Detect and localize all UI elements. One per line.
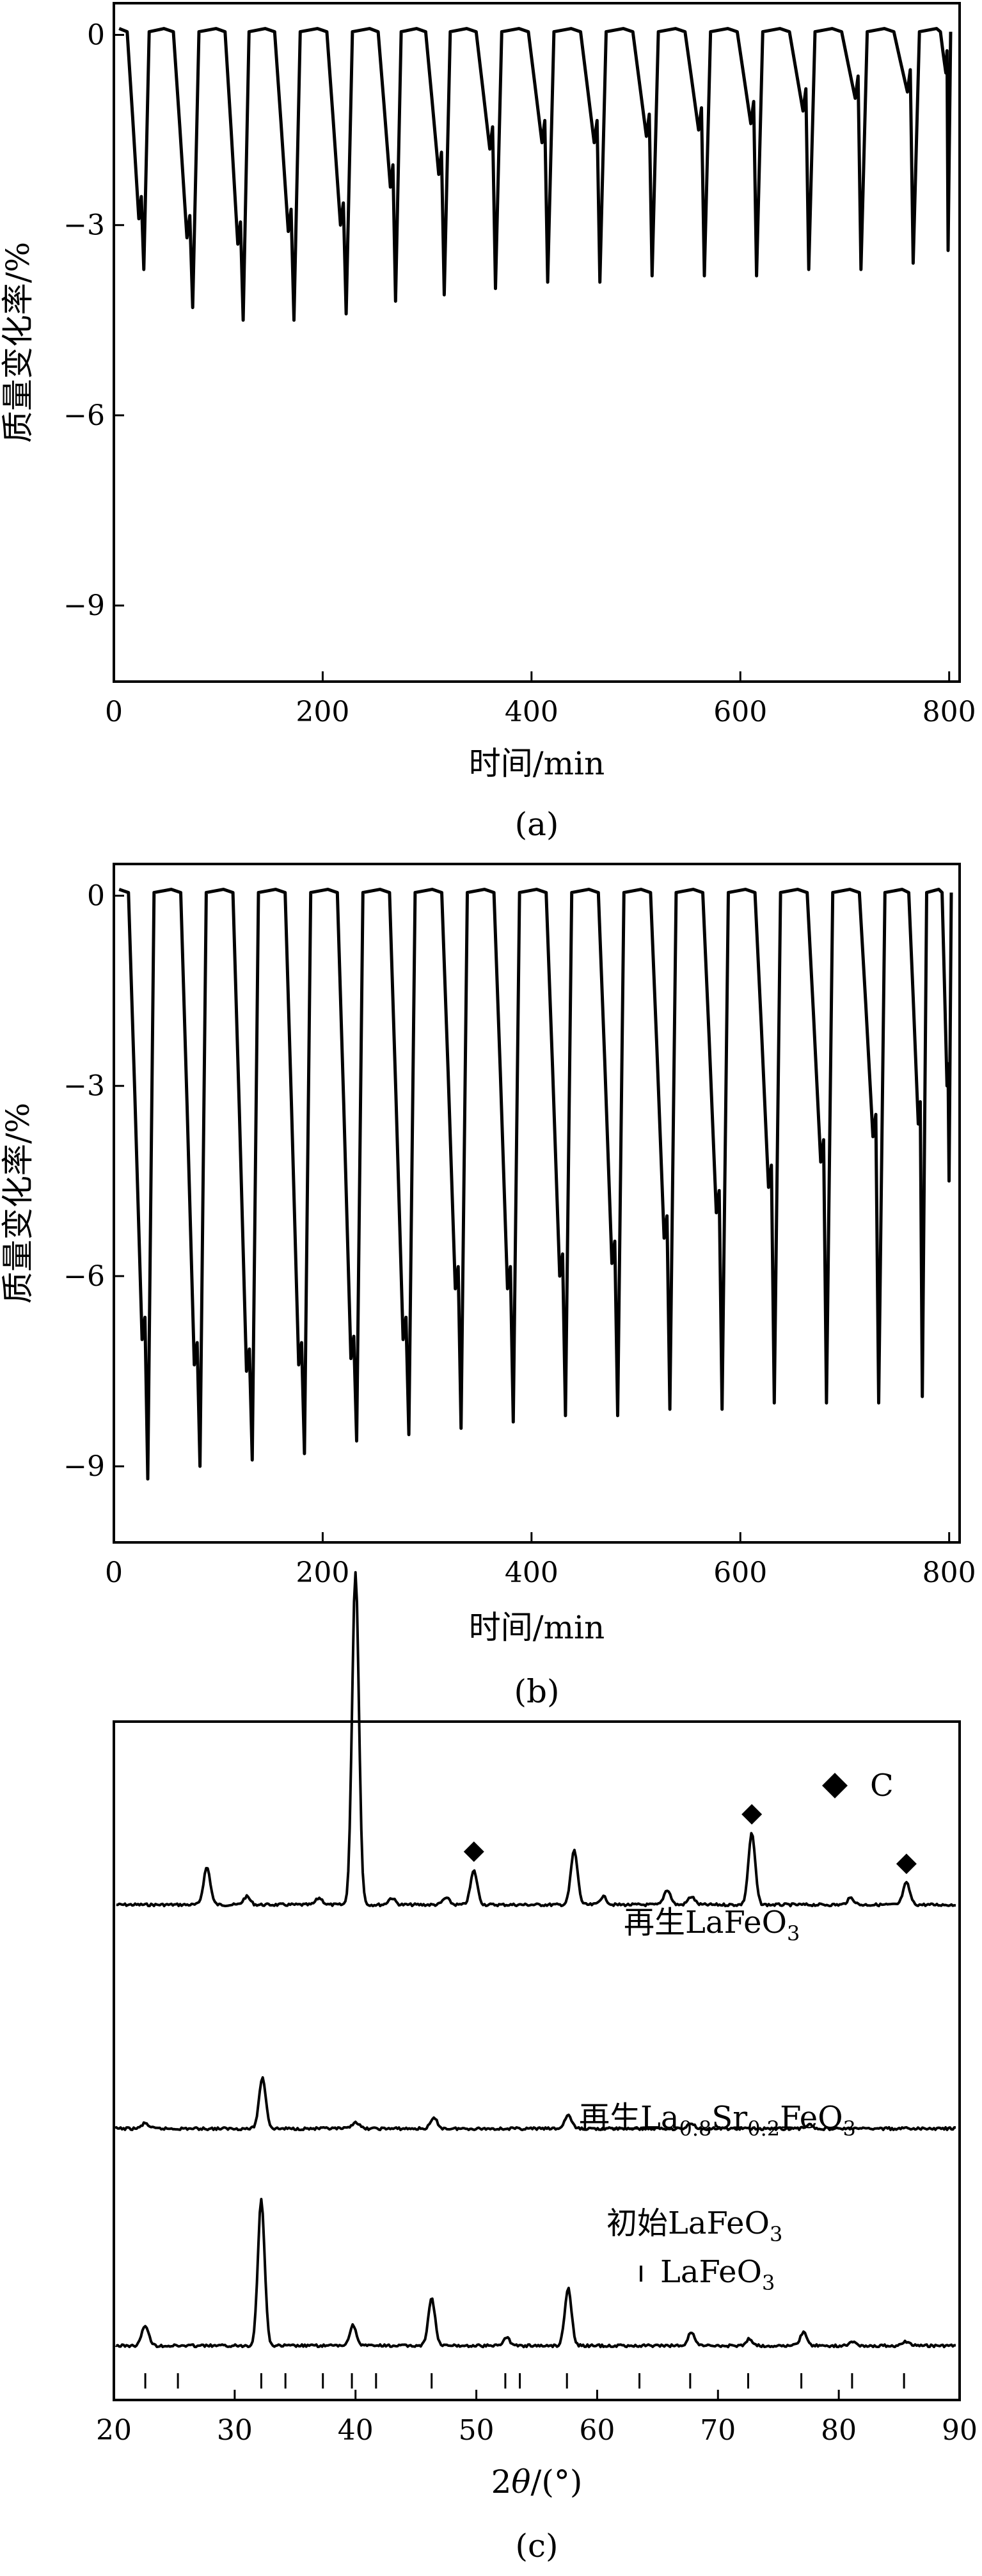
series-label-regen-lafeo3: 再生LaFeO3: [624, 1905, 800, 1946]
x-tick-label: 20: [96, 2414, 132, 2447]
panel-c-xlabel: 2θ/(°): [491, 2463, 583, 2500]
legend-label-lafeo3: LaFeO3: [660, 2254, 775, 2295]
x-tick-label: 200: [296, 1556, 349, 1589]
panel-b-ylabel: 质量变化率/%: [0, 1103, 36, 1304]
x-tick-label: 200: [296, 696, 349, 728]
x-tick-label: 0: [105, 1556, 123, 1589]
panel-b-mass-curve: [118, 888, 953, 1481]
panel-b-xlabel: 时间/min: [469, 1609, 605, 1646]
x-tick-label: 400: [505, 696, 558, 728]
xrd-pattern-1: [115, 2076, 956, 2131]
x-tick-label: 70: [700, 2414, 736, 2447]
x-tick-label: 90: [942, 2414, 978, 2447]
panel-a-ylabel: 质量变化率/%: [0, 242, 36, 443]
y-tick-label: 0: [87, 19, 105, 52]
y-tick-label: −6: [63, 1260, 105, 1293]
y-tick-label: −6: [63, 399, 105, 432]
panel-b: 0 200 400 600 800 0 −3 −6 −9 时间/min 质量变化率/% (b): [0, 863, 976, 1710]
panel-a-caption: (a): [515, 806, 559, 843]
panel-b-ticks: [113, 895, 951, 1542]
y-tick-label: −9: [63, 1450, 105, 1483]
x-tick-label: 50: [459, 2414, 495, 2447]
y-tick-label: −3: [63, 209, 105, 242]
panel-c-tick-labels: 20 30 40 50 60 70 80 90: [96, 2414, 978, 2447]
panel-b-caption: (b): [514, 1673, 559, 1710]
legend-label-c: C: [870, 1768, 894, 1804]
y-tick-label: −9: [63, 589, 105, 622]
legend-diamond-icon: [822, 1773, 848, 1798]
x-tick-label: 600: [713, 1556, 767, 1589]
series-label-regen-lsf: 再生La0.8Sr0.2FeO3: [579, 2100, 856, 2141]
x-tick-label: 0: [105, 696, 123, 728]
panel-c-ticks: [113, 2390, 961, 2400]
x-tick-label: 600: [713, 696, 767, 728]
panel-b-tick-labels: 0 200 400 600 800 0 −3 −6 −9: [63, 880, 976, 1589]
panel-c-caption: (c): [515, 2527, 558, 2564]
x-tick-label: 800: [923, 1556, 976, 1589]
x-tick-label: 60: [579, 2414, 615, 2447]
x-tick-label: 40: [338, 2414, 374, 2447]
panel-c-reference-ticks: [144, 2373, 905, 2389]
xrd-pattern-0: [116, 1571, 956, 1908]
panel-c-plot-frame: [113, 1720, 961, 2401]
c-peak-marker: [463, 1841, 484, 1862]
panel-b-plot-frame: [113, 863, 961, 1544]
panel-c-series: [115, 1571, 956, 2349]
panel-a-ticks: [113, 34, 951, 682]
c-peak-marker: [896, 1853, 917, 1875]
panel-a-xlabel: 时间/min: [469, 745, 605, 782]
y-tick-label: 0: [87, 880, 105, 913]
x-tick-label: 30: [217, 2414, 253, 2447]
series-label-initial-lafeo3: 初始LaFeO3: [606, 2205, 782, 2246]
panel-a-tick-labels: 0 200 400 600 800 0 −3 −6 −9: [63, 19, 976, 728]
xrd-pattern-2: [115, 2198, 956, 2349]
y-tick-label: −3: [63, 1070, 105, 1103]
c-peak-marker: [741, 1804, 763, 1825]
panel-c-legend: C LaFeO3: [640, 1768, 894, 2295]
x-tick-label: 400: [505, 1556, 558, 1589]
x-tick-label: 80: [821, 2414, 857, 2447]
panel-c: 20 30 40 50 60 70 80 90 再生LaFeO3 再生La0.8Sr0.2Fe…: [96, 1571, 978, 2564]
panel-a: 0 200 400 600 800 0 −3 −6 −9 时间/min 质量变化率/% (a): [0, 2, 976, 843]
x-tick-label: 800: [923, 696, 976, 728]
panel-a-mass-curve: [118, 27, 953, 322]
panel-a-plot-frame: [113, 2, 961, 683]
